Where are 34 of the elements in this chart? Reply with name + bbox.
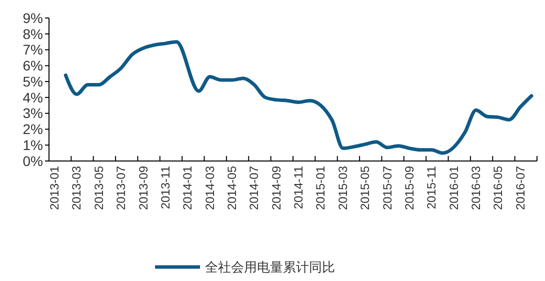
y-tick-label: 5% xyxy=(22,73,43,90)
y-tick-label: 2% xyxy=(22,121,43,138)
x-tick-label: 2015-09 xyxy=(402,166,416,210)
x-tick-label: 2013-09 xyxy=(136,166,150,210)
x-tick-label: 2015-05 xyxy=(358,166,372,210)
x-tick-label: 2015-11 xyxy=(424,166,439,210)
x-tick-label: 2016-01 xyxy=(446,166,461,210)
y-tick-label: 9% xyxy=(22,10,43,26)
x-tick-label: 2014-05 xyxy=(225,166,239,210)
y-tick-label: 4% xyxy=(22,89,43,106)
x-tick-label: 2013-07 xyxy=(114,166,128,210)
x-tick-label: 2015-01 xyxy=(314,166,328,210)
y-tick-label: 6% xyxy=(22,58,43,74)
x-tick-label: 2013-01 xyxy=(48,166,62,210)
x-tick-label: 2016-05 xyxy=(491,166,506,210)
y-tick-label: 3% xyxy=(22,105,43,122)
x-tick-label: 2014-11 xyxy=(292,166,306,210)
y-tick-label: 8% xyxy=(22,26,43,42)
x-tick-label: 2013-05 xyxy=(92,166,106,210)
x-tick-label: 2014-09 xyxy=(269,166,284,210)
x-tick-label: 2014-07 xyxy=(247,166,262,210)
x-tick-label: 2014-01 xyxy=(180,166,195,210)
y-tick-label: 1% xyxy=(22,137,43,154)
legend-label: 全社会用电量累计同比 xyxy=(205,260,335,275)
x-tick-label: 2014-03 xyxy=(202,166,217,210)
x-tick-label: 2015-07 xyxy=(380,166,394,210)
line-series xyxy=(64,40,534,155)
y-tick-label: 7% xyxy=(22,42,43,58)
x-tick-label: 2016-03 xyxy=(469,166,483,210)
y-tick-label: 0% xyxy=(22,152,43,169)
x-tick-label: 2016-07 xyxy=(513,166,528,210)
x-tick-label: 2013-03 xyxy=(70,166,84,210)
x-tick-label: 2013-11 xyxy=(158,166,172,210)
x-tick-label: 2015-03 xyxy=(336,166,350,210)
